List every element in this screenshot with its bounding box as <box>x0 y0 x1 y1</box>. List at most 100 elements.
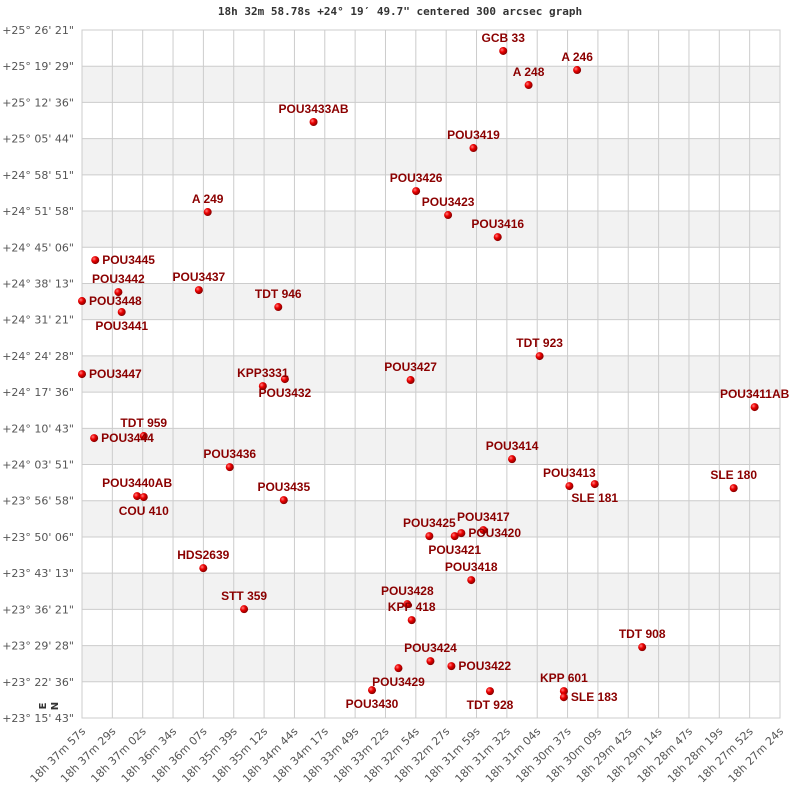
star-point <box>447 662 456 671</box>
grid-band <box>82 428 780 465</box>
star-label: TDT 959 <box>120 416 167 430</box>
star-label: POU3411AB <box>720 387 790 401</box>
star-point <box>508 455 517 464</box>
star-label: KPP 601 <box>540 671 588 685</box>
star-label: POU3430 <box>346 697 399 711</box>
star-label: POU3414 <box>486 439 539 453</box>
star-label: A 248 <box>513 65 545 79</box>
star-point <box>425 532 434 541</box>
star-point <box>444 211 453 220</box>
star-label: A 246 <box>561 50 593 64</box>
grid-band <box>82 573 780 610</box>
grid-band <box>82 211 780 248</box>
star-label: TDT 908 <box>619 627 666 641</box>
star-label: STT 359 <box>221 589 267 603</box>
y-tick-label: +25° 19' 29" <box>2 60 74 73</box>
star-point <box>565 482 574 491</box>
star-label: POU3413 <box>543 466 596 480</box>
star-label: KPP3331 <box>237 366 289 380</box>
star-point <box>78 370 86 379</box>
star-label: TDT 928 <box>467 698 514 712</box>
grid-band <box>82 500 780 537</box>
star-point <box>729 484 738 493</box>
star-point <box>203 208 212 217</box>
star-label: POU3417 <box>457 510 510 524</box>
star-point <box>368 686 377 695</box>
star-point <box>91 256 100 265</box>
star-point <box>450 532 459 541</box>
star-point <box>258 382 267 391</box>
y-tick-label: +24° 10' 43" <box>2 422 74 435</box>
star-point <box>114 288 123 297</box>
star-label: HDS2639 <box>177 548 229 562</box>
star-label: POU3448 <box>89 294 142 308</box>
star-label: A 249 <box>192 192 224 206</box>
star-point <box>78 297 86 306</box>
star-label: GCB 33 <box>482 31 526 45</box>
star-point <box>499 46 508 55</box>
star-point <box>279 496 288 505</box>
star-point <box>225 463 234 472</box>
star-point <box>426 657 435 666</box>
star-point <box>199 564 208 573</box>
star-label: TDT 946 <box>255 287 302 301</box>
grid-band <box>82 66 780 103</box>
star-label: POU3422 <box>458 659 511 673</box>
compass-east: E <box>38 702 49 709</box>
star-point <box>457 529 466 538</box>
star-point <box>117 308 126 317</box>
star-point <box>573 66 582 75</box>
star-label: POU3440AB <box>102 476 172 490</box>
star-label: POU3423 <box>422 195 475 209</box>
star-point <box>280 375 289 384</box>
y-tick-label: +25° 12' 36" <box>2 96 74 109</box>
star-label: POU3444 <box>101 431 154 445</box>
star-label: POU3445 <box>102 253 155 267</box>
star-point <box>590 480 599 489</box>
star-point <box>479 526 488 535</box>
star-point <box>407 616 416 625</box>
y-tick-label: +23° 50' 06" <box>2 531 74 544</box>
star-label: POU3432 <box>259 386 312 400</box>
y-tick-label: +23° 22' 36" <box>2 676 74 689</box>
y-tick-label: +24° 58' 51" <box>2 169 74 182</box>
y-tick-label: +24° 51' 58" <box>2 205 74 218</box>
star-label: TDT 923 <box>516 336 563 350</box>
star-point <box>467 576 476 585</box>
chart-title: 18h 32m 58.78s +24° 19′ 49.7" centered 3… <box>217 5 583 18</box>
star-label: POU3426 <box>390 171 443 185</box>
star-point <box>139 493 148 502</box>
star-label: POU3442 <box>92 272 145 286</box>
grid-band <box>82 283 780 320</box>
star-label: POU3436 <box>203 447 256 461</box>
grid-band <box>82 138 780 175</box>
y-tick-label: +23° 29' 28" <box>2 640 74 653</box>
star-point <box>309 117 318 126</box>
star-point <box>90 434 99 443</box>
star-point <box>524 81 533 90</box>
y-tick-label: +23° 56' 58" <box>2 495 74 508</box>
star-point <box>493 233 502 242</box>
y-tick-label: +23° 15' 43" <box>2 712 74 725</box>
star-point <box>394 664 403 673</box>
y-tick-label: +24° 03' 51" <box>2 459 74 472</box>
star-point <box>750 403 759 412</box>
star-label: POU3429 <box>372 675 425 689</box>
star-label: POU3441 <box>95 319 148 333</box>
star-label: COU 410 <box>119 504 169 518</box>
y-tick-label: +24° 17' 36" <box>2 386 74 399</box>
star-point <box>194 286 203 295</box>
y-tick-label: +24° 31' 21" <box>2 314 74 327</box>
star-point <box>240 605 249 614</box>
star-point <box>559 693 568 702</box>
star-label: POU3437 <box>173 270 226 284</box>
y-tick-label: +23° 36' 21" <box>2 603 74 616</box>
star-point <box>133 492 142 501</box>
star-label: POU3416 <box>471 217 524 231</box>
y-tick-label: +25° 26' 21" <box>2 24 74 37</box>
star-point <box>559 687 568 696</box>
star-point <box>485 687 494 696</box>
star-point <box>412 187 421 196</box>
y-tick-label: +24° 38' 13" <box>2 277 74 290</box>
star-label: POU3427 <box>384 360 437 374</box>
